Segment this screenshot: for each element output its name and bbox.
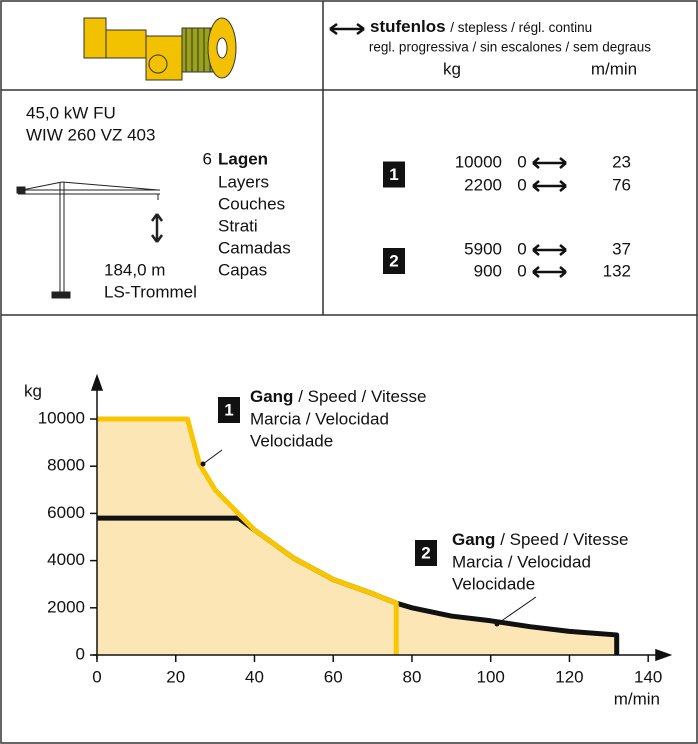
annotation-bold: Gang (452, 530, 495, 549)
y-tick-label: 6000 (47, 503, 85, 522)
col-header: kg (443, 59, 461, 78)
x-tick-label: 100 (477, 667, 505, 686)
double-arrow-icon (329, 22, 365, 36)
speed-min: 0 (517, 239, 526, 258)
gear-badge (383, 248, 405, 274)
double-arrow-icon (532, 266, 567, 278)
speed-max: 132 (603, 261, 631, 280)
gear-badge-number: 1 (389, 165, 398, 184)
header-title: stufenlos / stepless / régl. continu (370, 17, 592, 36)
spec-model: WIW 260 VZ 403 (26, 125, 155, 144)
annotation: Gang / Speed / Vitesse (452, 530, 628, 549)
winch-icon (83, 17, 237, 81)
y-tick-label: 0 (76, 644, 85, 663)
annotation-text: Marcia / Velocidad (250, 409, 389, 428)
x-tick-label: 80 (403, 667, 422, 686)
rope-length: 184,0 m (104, 260, 165, 279)
x-tick-label: 60 (324, 667, 343, 686)
layers-count: 6 (203, 149, 212, 168)
gear-badge-number: 2 (421, 543, 430, 562)
speed-max: 76 (612, 175, 631, 194)
annotation-text: / Speed / Vitesse (298, 387, 426, 406)
annotation: Gang / Speed / Vitesse (250, 387, 426, 406)
layers-label: Strati (218, 216, 258, 235)
x-axis (93, 648, 673, 662)
header-title-bold: stufenlos (370, 17, 446, 36)
leader-dot (494, 621, 500, 627)
layers-label: Camadas (218, 238, 291, 257)
x-tick-label: 140 (634, 667, 662, 686)
y-tick-label: 2000 (47, 597, 85, 616)
header-subtitle: regl. progressiva / sin escalones / sem … (369, 40, 651, 55)
speed-min: 0 (517, 152, 526, 171)
double-arrow-icon (532, 180, 567, 192)
load: 2200 (464, 175, 502, 194)
col-header: m/min (591, 59, 637, 78)
annotation-text: / Speed / Vitesse (500, 530, 628, 549)
gear-badge (383, 161, 405, 188)
layers-label: Capas (218, 260, 267, 279)
annotation-text: Velocidade (452, 574, 535, 593)
speed-max: 23 (612, 152, 631, 171)
x-tick-label: 120 (555, 667, 583, 686)
x-tick-label: 20 (166, 667, 185, 686)
header-title-rest: / stepless / régl. continu (450, 20, 592, 35)
y-tick-label: 8000 (47, 456, 85, 475)
leader-dot (200, 461, 206, 467)
crane-icon (16, 181, 164, 299)
layers-label: Layers (218, 172, 269, 191)
drum: LS-Trommel (104, 282, 197, 301)
y-axis-label: kg (24, 381, 42, 400)
gear-badge (218, 397, 240, 423)
y-tick-label: 4000 (47, 550, 85, 569)
load: 10000 (455, 152, 502, 171)
gear-badge (415, 540, 437, 566)
speed-min: 0 (517, 175, 526, 194)
double-arrow-icon (532, 244, 567, 256)
annotation-text: Marcia / Velocidad (452, 552, 591, 571)
leader-line (202, 449, 223, 465)
load: 900 (474, 261, 502, 280)
x-tick-label: 40 (245, 667, 264, 686)
layers-label: Lagen (218, 149, 268, 168)
x-axis-label: m/min (614, 689, 660, 708)
series-line (97, 416, 399, 655)
spec-power: 45,0 kW FU (26, 103, 116, 122)
gear-table: 1 10000 0 23 2200 0 76 2 5900 0 37 900 0 132 (383, 152, 631, 280)
y-tick-label: 10000 (38, 409, 85, 428)
gear-badge-number: 1 (224, 400, 233, 419)
annotation-text: Velocidade (250, 431, 333, 450)
speed-min: 0 (517, 261, 526, 280)
layers-label: Couches (218, 194, 285, 213)
y-axis (90, 373, 104, 659)
gear-badge-number: 2 (389, 251, 398, 270)
leader-line (496, 596, 537, 625)
double-arrow-icon (532, 157, 567, 169)
x-tick-label: 0 (92, 667, 101, 686)
load: 5900 (464, 239, 502, 258)
chart: 0 2000 4000 6000 8000 10000 0 20 40 60 80 100 120 140… (24, 373, 673, 708)
annotation-bold: Gang (250, 387, 293, 406)
speed-max: 37 (612, 239, 631, 258)
